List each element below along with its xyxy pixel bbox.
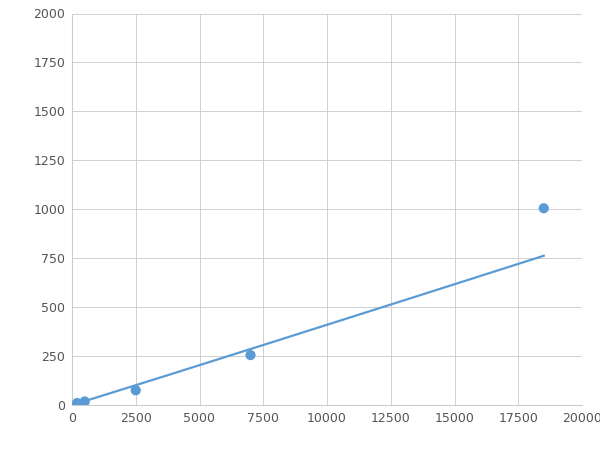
Point	[80, 398, 89, 405]
Point	[539, 205, 548, 212]
Point	[246, 351, 256, 359]
Point	[72, 400, 82, 407]
Point	[131, 387, 140, 394]
